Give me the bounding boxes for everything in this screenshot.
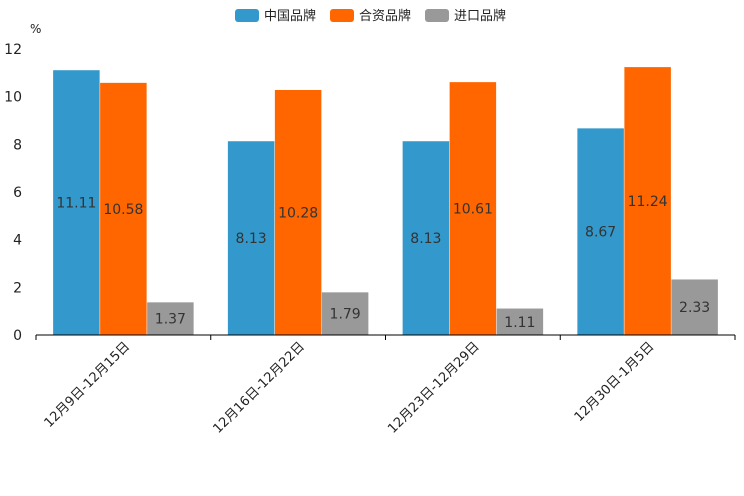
x-axis: 12月9日-12月15日 12月16日-12月22日 12月23日-12月29日 12… bbox=[35, 334, 736, 437]
legend-label: 进口品牌 bbox=[454, 8, 506, 24]
x-category-label: 12月9日-12月15日 bbox=[42, 339, 134, 431]
bar bbox=[53, 70, 100, 335]
bar-value-label: 10.28 bbox=[278, 205, 318, 221]
bar bbox=[147, 302, 194, 335]
y-axis-unit-label: % bbox=[30, 22, 41, 36]
legend-item: 合资品牌 bbox=[330, 8, 411, 24]
bar-value-label: 2.33 bbox=[679, 300, 710, 316]
y-tick-label: 2 bbox=[13, 280, 22, 296]
legend-swatch bbox=[235, 9, 259, 22]
bar-value-label: 11.11 bbox=[56, 196, 96, 212]
legend-item: 中国品牌 bbox=[235, 8, 316, 24]
y-tick-label: 0 bbox=[13, 328, 22, 344]
bar-value-label: 1.79 bbox=[330, 307, 361, 323]
bar bbox=[402, 141, 450, 335]
legend-swatch bbox=[425, 9, 449, 22]
bar-value-label: 10.58 bbox=[103, 202, 143, 218]
bar-value-label: 8.67 bbox=[585, 225, 616, 241]
bar bbox=[496, 308, 544, 335]
x-category-label: 12月23日-12月29日 bbox=[385, 339, 482, 436]
y-axis: 0 2 4 6 8 10 12 bbox=[4, 42, 22, 344]
x-category-label: 12月30日-1月5日 bbox=[572, 339, 658, 425]
bar-value-label: 1.11 bbox=[504, 315, 535, 331]
bar-value-label: 1.37 bbox=[155, 312, 186, 328]
y-tick-label: 4 bbox=[13, 233, 22, 249]
bars: 11.11 10.58 1.37 8.13 10.28 1.79 8.13 10.61 1.11… bbox=[53, 67, 718, 336]
bar bbox=[624, 67, 671, 335]
bar bbox=[671, 279, 718, 335]
y-tick-label: 10 bbox=[4, 90, 22, 106]
y-tick-label: 12 bbox=[4, 42, 22, 58]
bar bbox=[449, 82, 497, 336]
x-category-label: 12月16日-12月22日 bbox=[210, 339, 307, 436]
y-tick-label: 6 bbox=[13, 185, 22, 201]
bar bbox=[321, 292, 369, 335]
bar bbox=[274, 89, 322, 335]
legend-label: 合资品牌 bbox=[359, 8, 411, 24]
bar-value-label: 11.24 bbox=[628, 194, 668, 210]
bar bbox=[100, 82, 147, 336]
bar bbox=[227, 141, 275, 335]
y-tick-label: 8 bbox=[13, 137, 22, 153]
bar-value-label: 8.13 bbox=[410, 231, 441, 247]
bar bbox=[577, 128, 624, 335]
legend-label: 中国品牌 bbox=[264, 8, 316, 24]
legend: 中国品牌 合资品牌 进口品牌 bbox=[235, 8, 506, 24]
legend-swatch bbox=[330, 9, 354, 22]
bar-value-label: 8.13 bbox=[236, 231, 267, 247]
legend-item: 进口品牌 bbox=[425, 8, 506, 24]
bar-value-label: 10.61 bbox=[453, 202, 493, 218]
